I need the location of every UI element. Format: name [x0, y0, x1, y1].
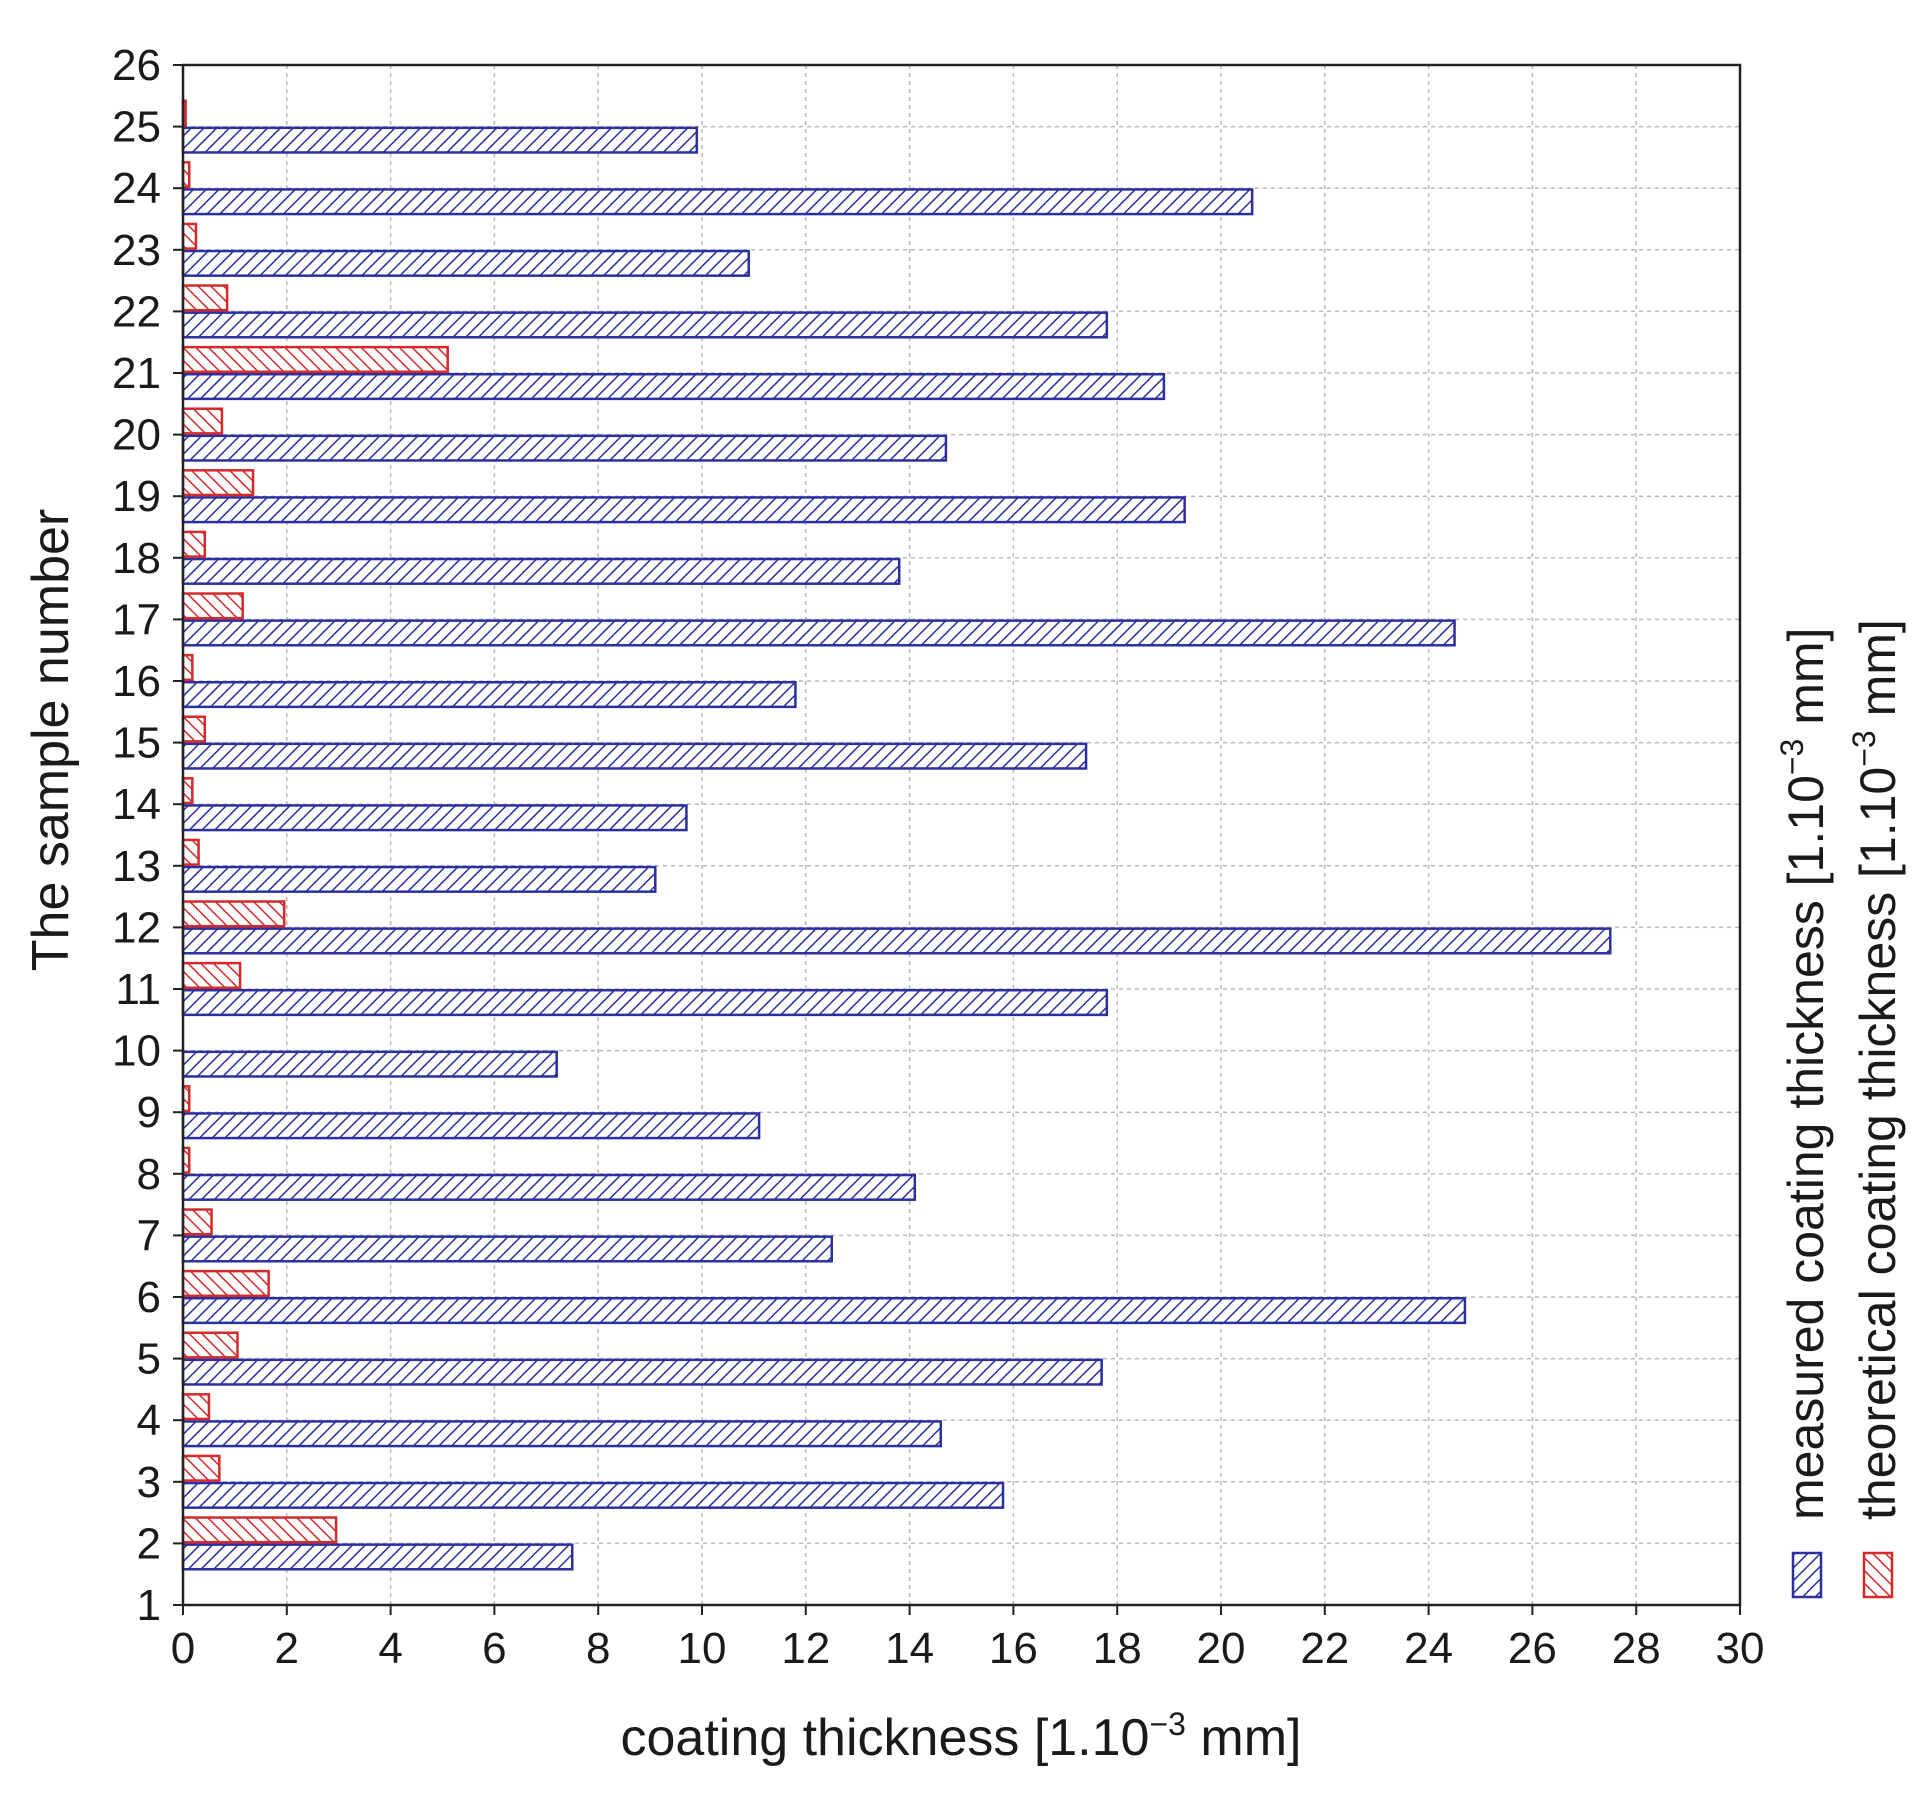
x-tick-label: 18 — [1093, 1624, 1142, 1673]
bar-theoretical-sample-12 — [181, 900, 286, 928]
bar-theoretical-sample-4 — [181, 1393, 211, 1421]
bar-measured-sample-8 — [181, 1173, 917, 1201]
x-tick-label: 22 — [1300, 1624, 1349, 1673]
x-tick-label: 2 — [275, 1624, 299, 1673]
y-tick-label: 20 — [112, 411, 161, 460]
y-tick-label: 22 — [112, 287, 161, 336]
y-tick-label: 6 — [137, 1273, 161, 1322]
x-tick-label: 10 — [678, 1624, 727, 1673]
y-axis-title: The sample number — [22, 509, 80, 971]
bar-theoretical-sample-6 — [181, 1269, 270, 1298]
bar-measured-sample-5 — [181, 1358, 1103, 1386]
bar-measured-sample-12 — [181, 927, 1612, 955]
bar-measured-sample-4 — [181, 1420, 942, 1448]
bar-theoretical-sample-5 — [181, 1331, 239, 1359]
x-tick-label: 12 — [781, 1624, 830, 1673]
legend-swatch-measured — [1791, 1551, 1823, 1599]
bar-measured-sample-18 — [181, 557, 901, 585]
y-tick-label: 17 — [112, 595, 161, 644]
bar-theoretical-sample-7 — [181, 1208, 213, 1236]
y-tick-label: 11 — [115, 965, 161, 1014]
x-tick-label: 0 — [171, 1624, 195, 1673]
bar-theoretical-sample-21 — [181, 345, 449, 374]
bar-measured-sample-2 — [181, 1543, 574, 1571]
x-tick-label: 26 — [1508, 1624, 1557, 1673]
y-tick-label: 7 — [137, 1211, 161, 1260]
bar-theoretical-sample-2 — [181, 1516, 338, 1544]
y-tick-label: 14 — [112, 780, 161, 829]
legend-label-theoretical: theoretical coating thickness [1.10−3 mm… — [1846, 619, 1906, 1520]
y-tick-label: 10 — [112, 1027, 161, 1076]
y-tick-label: 23 — [112, 226, 161, 275]
bar-theoretical-sample-3 — [181, 1454, 221, 1482]
y-tick-label: 2 — [137, 1519, 161, 1568]
legend-label-measured: measured coating thickness [1.10−3 mm] — [1774, 628, 1834, 1520]
x-tick-label: 16 — [989, 1624, 1038, 1673]
bars — [181, 99, 1612, 1571]
bar-theoretical-sample-22 — [181, 284, 229, 312]
bar-measured-sample-21 — [181, 372, 1166, 401]
y-tick-label: 5 — [137, 1335, 161, 1384]
y-tick-label: 26 — [112, 41, 161, 90]
y-tick-label: 13 — [112, 842, 161, 891]
x-tick-label: 20 — [1197, 1624, 1246, 1673]
bar-theoretical-sample-14 — [181, 777, 194, 805]
bar-measured-sample-22 — [181, 311, 1109, 339]
bar-measured-sample-9 — [181, 1112, 761, 1140]
y-tick-label: 15 — [112, 719, 161, 768]
bar-measured-sample-14 — [181, 804, 688, 832]
y-tick-label: 3 — [137, 1458, 161, 1507]
bar-theoretical-sample-20 — [181, 407, 224, 435]
x-tick-label: 24 — [1404, 1624, 1453, 1673]
y-tick-label: 19 — [112, 472, 161, 521]
bar-measured-sample-23 — [181, 249, 750, 277]
x-axis-ticks: 0 2 4 6 8 10 12 14 16 18 20 22 24 26 28 30 — [171, 1605, 1765, 1673]
y-tick-label: 12 — [112, 903, 161, 952]
y-tick-label: 18 — [112, 534, 161, 583]
bar-theoretical-sample-11 — [181, 961, 242, 990]
bar-theoretical-sample-16 — [181, 653, 194, 682]
bar-theoretical-sample-18 — [181, 530, 207, 558]
bar-measured-sample-15 — [181, 742, 1088, 770]
bar-measured-sample-16 — [181, 680, 797, 709]
y-tick-label: 25 — [112, 103, 161, 152]
bar-measured-sample-3 — [181, 1481, 1005, 1509]
x-axis-title: coating thickness [1.10−3 mm] — [620, 1706, 1301, 1767]
y-tick-label: 16 — [112, 657, 161, 706]
x-tick-label: 8 — [586, 1624, 610, 1673]
y-tick-label: 21 — [112, 349, 161, 398]
bar-measured-sample-13 — [181, 865, 657, 893]
x-tick-label: 6 — [482, 1624, 506, 1673]
bar-measured-sample-17 — [181, 619, 1456, 647]
bar-measured-sample-25 — [181, 126, 699, 154]
bar-theoretical-sample-23 — [181, 222, 198, 250]
x-tick-label: 14 — [885, 1624, 934, 1673]
y-tick-label: 1 — [137, 1581, 161, 1630]
bar-theoretical-sample-13 — [181, 838, 200, 866]
x-tick-label: 30 — [1716, 1624, 1765, 1673]
y-tick-label: 9 — [137, 1088, 161, 1137]
bar-measured-sample-20 — [181, 434, 948, 462]
bar-theoretical-sample-17 — [181, 592, 244, 620]
bar-measured-sample-24 — [181, 188, 1254, 216]
legend: measured coating thickness [1.10−3 mm] t… — [1774, 619, 1906, 1599]
legend-swatch-theoretical — [1862, 1551, 1894, 1599]
bar-theoretical-sample-15 — [181, 715, 207, 743]
bar-theoretical-sample-19 — [181, 469, 255, 497]
bar-measured-sample-7 — [181, 1235, 833, 1263]
bar-measured-sample-19 — [181, 496, 1186, 524]
plot-frame — [181, 63, 1742, 1607]
y-tick-label: 24 — [112, 164, 161, 213]
bar-measured-sample-6 — [181, 1296, 1467, 1325]
bar-measured-sample-10 — [181, 1050, 558, 1078]
y-tick-label: 8 — [137, 1150, 161, 1199]
y-axis-ticks: 1234567891011121314151617181920212223242… — [112, 41, 183, 1630]
x-tick-label: 28 — [1612, 1624, 1661, 1673]
bar-measured-sample-11 — [181, 988, 1109, 1017]
x-tick-label: 4 — [378, 1624, 402, 1673]
y-tick-label: 4 — [137, 1396, 161, 1445]
